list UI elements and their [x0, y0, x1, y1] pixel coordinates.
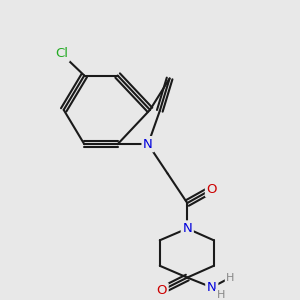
- Text: O: O: [157, 284, 167, 297]
- Text: H: H: [216, 290, 225, 300]
- Text: Cl: Cl: [55, 47, 68, 60]
- Text: N: N: [143, 138, 153, 151]
- Text: H: H: [226, 273, 235, 283]
- Text: N: N: [207, 281, 217, 294]
- Text: N: N: [182, 222, 192, 235]
- Text: O: O: [206, 183, 217, 196]
